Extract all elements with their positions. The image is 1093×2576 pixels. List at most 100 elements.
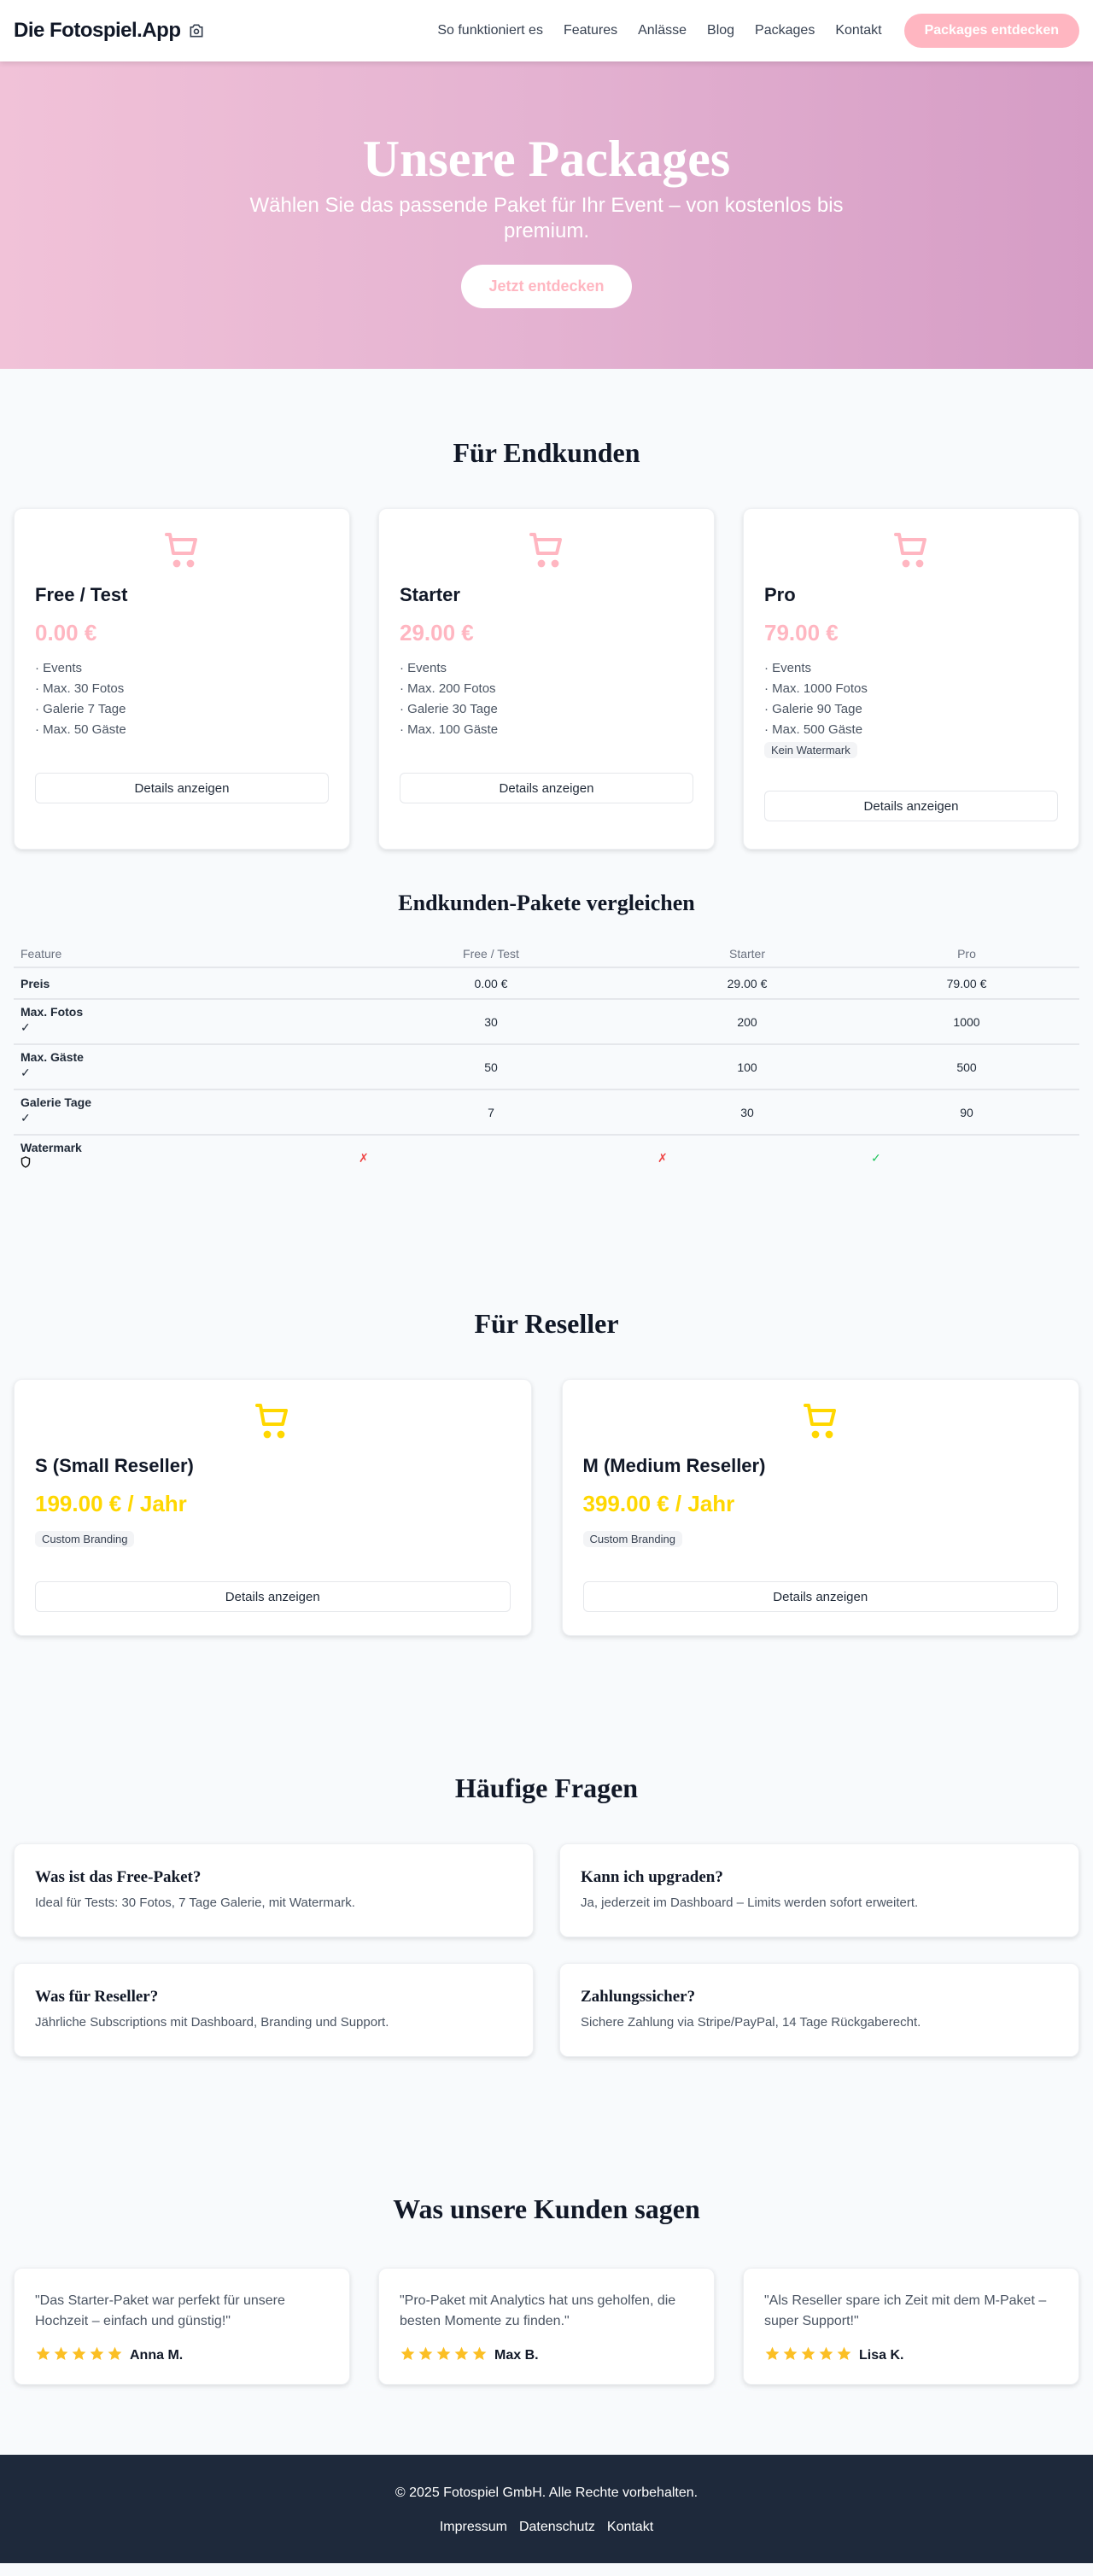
reseller-title: Für Reseller	[474, 1308, 619, 1339]
logo[interactable]: Die Fotospiel.App	[14, 19, 205, 43]
table-row: Max. Gäste ✓ 50 100 500	[14, 1044, 1079, 1090]
cell-value: 1000	[854, 999, 1079, 1045]
cell-value: 30	[640, 1089, 854, 1136]
feature-label: Max. Gäste	[20, 1050, 84, 1064]
package-badge: Custom Branding	[35, 1531, 135, 1547]
table-row: Watermark ✗ ✗ ✓	[14, 1135, 1079, 1180]
cell-value: 29.00 €	[640, 967, 854, 1000]
star-icon	[89, 2345, 105, 2366]
footer-link-datenschutz[interactable]: Datenschutz	[518, 2520, 595, 2534]
star-icon	[800, 2345, 816, 2366]
package-feature: · Max. 100 Gäste	[400, 722, 499, 737]
details-button[interactable]: Details anzeigen	[582, 1581, 1058, 1612]
testimonials: "Das Starter-Paket war perfekt für unser…	[0, 2268, 1093, 2385]
testimonial-author: Anna M.	[130, 2348, 184, 2363]
cart-icon	[894, 533, 926, 568]
package-feature: · Max. 30 Fotos	[35, 681, 125, 696]
cell-value: 100	[640, 1044, 854, 1090]
package-feature: · Galerie 30 Tage	[400, 702, 498, 716]
details-button[interactable]: Details anzeigen	[35, 773, 329, 803]
package-price: 199.00 € / Jahr	[35, 1491, 187, 1516]
endkunden-title: Für Endkunden	[453, 437, 640, 468]
reseller-card: M (Medium Reseller) 399.00 € / Jahr Cust…	[561, 1379, 1079, 1636]
star-icon	[453, 2345, 470, 2366]
package-feature: · Max. 50 Gäste	[35, 722, 126, 737]
hero-subtitle: Wählen Sie das passende Paket für Ihr Ev…	[249, 194, 844, 242]
star-rating: Lisa K.	[764, 2345, 1058, 2366]
nav-blog[interactable]: Blog	[707, 23, 735, 38]
column-header: Feature	[14, 940, 342, 968]
package-feature: · Max. 200 Fotos	[400, 681, 496, 696]
main-nav: So funktioniert es Features Anlässe Blog…	[437, 14, 1079, 48]
details-button[interactable]: Details anzeigen	[35, 1581, 511, 1612]
cell-value: 90	[854, 1089, 1079, 1136]
feature-label: Preis	[20, 976, 50, 990]
site-header: Die Fotospiel.App So funktioniert es Fea…	[0, 0, 1093, 61]
cell-value: 500	[854, 1044, 1079, 1090]
package-price: 29.00 €	[400, 620, 474, 645]
star-icon	[764, 2345, 780, 2366]
star-icon	[107, 2345, 123, 2366]
copyright: © 2025 Fotospiel GmbH. Alle Rechte vorbe…	[395, 2485, 698, 2500]
package-name: Starter	[400, 584, 460, 605]
testimonial-card: "Das Starter-Paket war perfekt für unser…	[14, 2268, 350, 2385]
package-name: S (Small Reseller)	[35, 1455, 194, 1476]
footer-link-impressum[interactable]: Impressum	[439, 2520, 507, 2534]
star-icon	[35, 2345, 51, 2366]
footer: © 2025 Fotospiel GmbH. Alle Rechte vorbe…	[0, 2455, 1093, 2563]
faq-title: Häufige Fragen	[454, 1773, 639, 1803]
compare-title: Endkunden-Pakete vergleichen	[398, 891, 695, 915]
table-row: Preis 0.00 €29.00 €79.00 €	[14, 967, 1079, 1000]
testimonial-card: "Pro-Paket mit Analytics hat uns geholfe…	[378, 2268, 715, 2385]
packages-entdecken-button[interactable]: Packages entdecken	[903, 14, 1079, 48]
nav-kontakt[interactable]: Kontakt	[835, 23, 882, 38]
cart-icon	[165, 533, 197, 568]
package-price: 79.00 €	[764, 620, 839, 645]
cell-value: 7	[342, 1089, 640, 1136]
package-name: Pro	[764, 584, 796, 605]
star-icon	[400, 2345, 416, 2366]
testimonial-author: Lisa K.	[859, 2348, 904, 2363]
feature-label: Max. Fotos	[20, 1005, 84, 1019]
feature-label: Watermark	[20, 1141, 82, 1154]
package-card: Starter 29.00 € · Events · Max. 200 Fotos…	[378, 508, 715, 850]
star-rating: Anna M.	[35, 2345, 329, 2366]
reseller-packages: S (Small Reseller) 199.00 € / Jahr Custo…	[0, 1379, 1093, 1636]
testimonial-author: Max B.	[494, 2348, 539, 2363]
footer-link-kontakt[interactable]: Kontakt	[606, 2520, 654, 2534]
hero-title: Unsere Packages	[362, 131, 731, 187]
star-icon	[71, 2345, 87, 2366]
star-icon	[836, 2345, 852, 2366]
column-header: Starter	[640, 940, 854, 968]
package-name: Free / Test	[35, 584, 128, 605]
package-feature: · Max. 1000 Fotos	[764, 681, 868, 696]
package-feature: · Events	[400, 661, 447, 675]
details-button[interactable]: Details anzeigen	[764, 791, 1058, 821]
package-card: Pro 79.00 € · Events · Max. 1000 Fotos · G…	[743, 508, 1079, 850]
nav-features[interactable]: Features	[563, 23, 618, 38]
package-feature: · Galerie 90 Tage	[764, 702, 862, 716]
cell-value: 50	[342, 1044, 640, 1090]
testimonials-title: Was unsere Kunden sagen	[393, 2193, 700, 2224]
table-row: Max. Fotos ✓ 30 200 1000	[14, 999, 1079, 1045]
endkunden-packages: Free / Test 0.00 € · Events · Max. 30 Fot…	[0, 508, 1093, 850]
nav-so-funktioniert-es[interactable]: So funktioniert es	[437, 23, 543, 38]
cell-value: 30	[342, 999, 640, 1045]
column-header: Free / Test	[342, 940, 640, 968]
star-icon	[782, 2345, 798, 2366]
reseller-card: S (Small Reseller) 199.00 € / Jahr Custo…	[14, 1379, 532, 1636]
details-button[interactable]: Details anzeigen	[400, 773, 693, 803]
cell-value: 0.00 €	[342, 967, 640, 1000]
compare-table: Feature Free / Test Starter Pro Preis 0.00 €…	[14, 940, 1079, 1180]
package-badge: Custom Branding	[582, 1531, 682, 1547]
testimonial-text: "Das Starter-Paket war perfekt für unser…	[35, 2293, 285, 2328]
package-feature: · Galerie 7 Tage	[35, 702, 126, 716]
jetzt-entdecken-button[interactable]: Jetzt entdecken	[461, 265, 632, 308]
hero: Unsere Packages Wählen Sie das passende …	[0, 61, 1093, 369]
nav-packages[interactable]: Packages	[755, 23, 815, 38]
star-icon	[435, 2345, 452, 2366]
package-badge: Kein Watermark	[764, 742, 857, 758]
star-icon	[471, 2345, 488, 2366]
faq-item: Was ist das Free-Paket? Ideal für Tests: …	[14, 1843, 534, 1937]
nav-anlaesse[interactable]: Anlässe	[638, 23, 687, 38]
